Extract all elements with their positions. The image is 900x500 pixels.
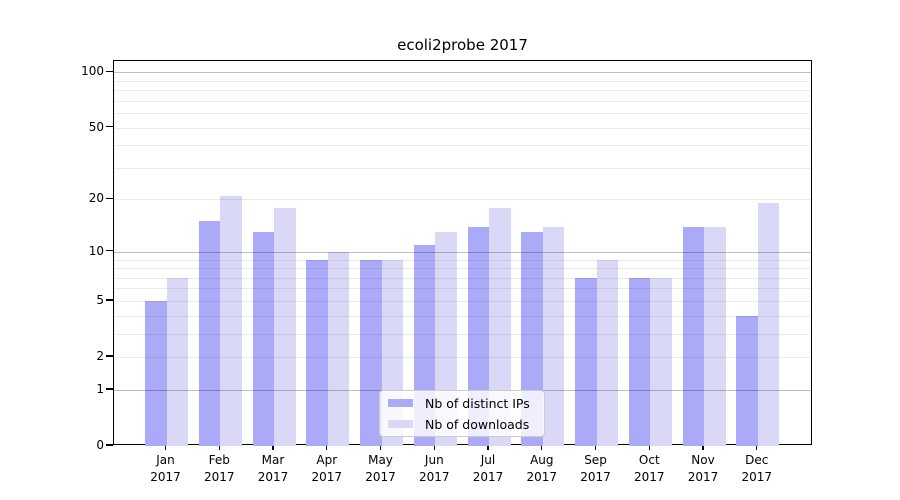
bar-ips-nov: [682, 226, 704, 446]
x-tick-label-oct: Oct 2017: [634, 453, 665, 484]
x-tick-label-jul: Jul 2017: [472, 453, 504, 484]
bar-ips-may: [360, 259, 382, 446]
bars-layer: [114, 61, 811, 446]
x-tick-sep: [594, 445, 597, 450]
y-tick-label-100: 100: [81, 64, 104, 79]
x-tick-label-feb: Feb 2017: [204, 453, 235, 484]
x-tick-may: [379, 445, 382, 450]
y-tick-label-50: 50: [88, 119, 104, 134]
bar-ips-sep: [575, 277, 597, 446]
legend-label-downloads: Nb of downloads: [425, 416, 530, 432]
x-tick-aug: [541, 445, 543, 450]
y-tick-label-5: 5: [96, 292, 104, 307]
x-tick-jan: [164, 445, 167, 450]
x-tick-label-aug: Aug 2017: [526, 453, 558, 484]
bar-ips-oct: [628, 277, 651, 446]
bar-downloads-nov: [704, 226, 726, 446]
y-tick-0: [106, 444, 113, 446]
legend-swatch-downloads: [388, 420, 413, 428]
y-tick-5: [106, 299, 113, 301]
bar-ips-mar: [252, 232, 274, 446]
bar-ips-dec: [736, 315, 758, 446]
bar-downloads-jan: [166, 277, 188, 446]
bar-downloads-aug: [542, 226, 565, 446]
x-tick-label-apr: Apr 2017: [311, 453, 343, 484]
legend-label-distinct-ips: Nb of distinct IPs: [425, 395, 530, 411]
x-tick-label-mar: Mar 2017: [257, 453, 289, 484]
chart-title: ecoli2probe 2017: [397, 36, 528, 54]
y-tick-10: [106, 250, 113, 252]
y-tick-100: [106, 70, 113, 72]
bar-downloads-jul: [489, 207, 511, 446]
legend: Nb of distinct IPs Nb of downloads: [379, 390, 545, 437]
bar-ips-jan: [145, 300, 167, 446]
bar-ips-feb: [198, 221, 221, 446]
bar-downloads-apr: [327, 251, 350, 446]
legend-swatch-distinct-ips: [388, 399, 413, 407]
x-tick-jul: [487, 445, 489, 450]
legend-item-downloads: Nb of downloads: [380, 417, 544, 432]
x-tick-label-jan: Jan 2017: [150, 453, 181, 484]
y-tick-label-0: 0: [96, 438, 104, 452]
legend-item-distinct-ips: Nb of distinct IPs: [380, 396, 544, 411]
y-tick-20: [106, 197, 113, 200]
bar-downloads-dec: [757, 203, 780, 446]
bar-downloads-oct: [650, 277, 672, 446]
y-tick-label-10: 10: [88, 243, 104, 258]
x-tick-label-dec: Dec 2017: [741, 453, 773, 484]
bar-downloads-feb: [220, 195, 242, 446]
y-tick-label-1: 1: [96, 381, 104, 396]
x-tick-jun: [433, 445, 435, 450]
x-tick-dec: [756, 445, 758, 450]
bar-downloads-sep: [596, 259, 618, 446]
x-tick-oct: [648, 445, 650, 450]
bar-ips-apr: [306, 259, 328, 446]
y-tick-2: [106, 355, 113, 357]
y-tick-50: [106, 125, 113, 128]
x-tick-label-sep: Sep 2017: [580, 453, 611, 484]
x-tick-feb: [218, 445, 220, 450]
x-tick-nov: [702, 445, 704, 450]
y-tick-label-2: 2: [96, 349, 104, 363]
x-tick-label-nov: Nov 2017: [687, 453, 719, 484]
plot-area: [113, 60, 812, 446]
bar-downloads-mar: [274, 207, 296, 446]
x-tick-label-may: May 2017: [365, 453, 396, 484]
x-tick-label-jun: Jun 2017: [419, 453, 450, 484]
y-tick-1: [106, 388, 113, 390]
x-tick-apr: [326, 445, 328, 450]
y-tick-label-20: 20: [88, 191, 104, 206]
x-tick-mar: [272, 445, 274, 450]
